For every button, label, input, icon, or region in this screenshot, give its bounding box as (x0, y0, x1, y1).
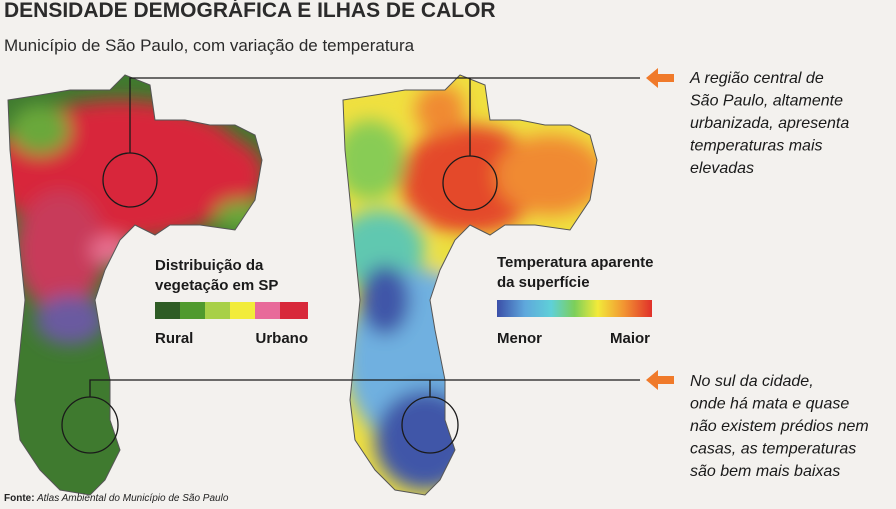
legend-title: Temperatura aparente (497, 254, 653, 271)
arrows (646, 68, 674, 390)
vegetation-map (7, 74, 263, 496)
annotation-line: A região central de (689, 70, 824, 87)
annotation-line: casas, as temperaturas (690, 441, 856, 458)
annotation-line: No sul da cidade, (690, 373, 814, 390)
source-label: Fonte: (4, 493, 35, 504)
subtitle: Município de São Paulo, com variação de … (4, 36, 415, 55)
legend-low: Rural (155, 330, 193, 347)
legend-high: Maior (610, 330, 650, 347)
title: DENSIDADE DEMOGRÁFICA E ILHAS DE CALOR (4, 0, 496, 22)
legend-title: Distribuição da (155, 257, 264, 274)
annotation-line: onde há mata e quase (690, 396, 849, 413)
annotation-line: urbanizada, apresenta (690, 115, 849, 132)
legend-high: Urbano (256, 330, 309, 347)
annotation-line: são bem mais baixas (690, 463, 840, 480)
legend-title: vegetação em SP (155, 277, 278, 294)
temperature-legend: Temperatura aparente da superfície Menor… (497, 254, 653, 347)
annotation: A região central de São Paulo, altamente u… (689, 70, 849, 177)
legend-title: da superfície (497, 274, 590, 291)
leaders (61, 77, 640, 454)
vegetation-legend: Distribuição da vegetação em SP Rural Ur… (155, 257, 308, 347)
annotation-line: São Paulo, altamente (690, 93, 843, 110)
annotation: No sul da cidade, onde há mata e quase não… (690, 373, 869, 480)
legend-low: Menor (497, 330, 542, 347)
annotation-line: não existem prédios nem (690, 418, 869, 435)
source-text: Atlas Ambiental do Município de São Paul… (36, 493, 229, 504)
annotation-line: temperaturas mais (690, 138, 823, 155)
annotation-line: elevadas (690, 160, 754, 177)
source: Fonte: Atlas Ambiental do Município de S… (4, 493, 229, 504)
